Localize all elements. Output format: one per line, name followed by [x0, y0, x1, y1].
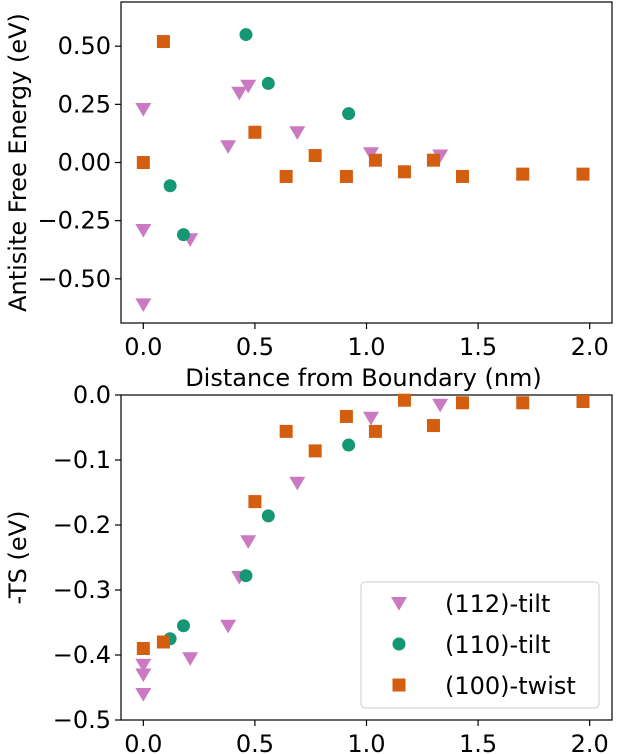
- series-(110)-tilt: [163, 28, 356, 242]
- data-point: [342, 438, 356, 452]
- data-point: [163, 179, 177, 193]
- x-tick-label: 2.0: [571, 333, 609, 361]
- y-axis-label: -TS (eV): [4, 511, 32, 605]
- legend-label: (112)-tilt: [445, 590, 550, 618]
- data-point: [516, 167, 530, 181]
- data-point: [182, 652, 199, 666]
- data-point: [279, 169, 293, 183]
- x-tick-label: 0.5: [236, 333, 274, 361]
- data-point: [432, 149, 449, 164]
- chart-panel-2: 0.0 0.5 1.0 1.5 2.0 0.0 −0.1 −0.2 −0.3 −0.4 −0.5 -T…: [4, 381, 613, 754]
- data-point: [135, 658, 152, 673]
- series-(110)-tilt: [163, 438, 356, 646]
- y-tick-label: −0.3: [53, 576, 111, 604]
- y-tick-label: −0.50: [37, 265, 111, 293]
- x-tick-label: 0.5: [236, 730, 274, 754]
- data-point: [516, 396, 530, 410]
- x-tick-label: 1.5: [459, 333, 497, 361]
- data-point: [289, 126, 306, 140]
- y-axis-label: Antisite Free Energy (eV): [4, 13, 32, 312]
- data-point: [397, 393, 411, 407]
- data-point: [135, 298, 152, 312]
- legend-marker: [392, 678, 406, 692]
- data-point: [397, 165, 411, 179]
- data-point: [135, 103, 152, 117]
- x-axis-label: Distance from Boundary (nm): [185, 364, 542, 392]
- data-point: [339, 169, 353, 183]
- data-point: [176, 228, 190, 242]
- legend: (112)-tilt (110)-tilt (100)-twist: [360, 581, 600, 709]
- series-(112)-tilt: [135, 79, 449, 312]
- data-point: [426, 419, 440, 433]
- data-point: [368, 424, 382, 438]
- data-point: [248, 125, 262, 139]
- y-tick-label: −0.2: [53, 511, 111, 539]
- data-point: [308, 444, 322, 458]
- chart-panel-1: 0.0 0.5 1.0 1.5 2.0 0.50 0.25 0.00 −0.25 −0.50Ant…: [4, 1, 613, 392]
- data-point: [135, 668, 152, 683]
- data-point: [176, 619, 190, 633]
- y-tick-label: −0.5: [53, 706, 111, 734]
- x-tick-label: 1.0: [347, 333, 385, 361]
- data-point: [342, 107, 356, 121]
- series-(100)-twist: [136, 393, 590, 655]
- y-tick-label: 0.00: [58, 149, 111, 177]
- series-(112)-tilt: [135, 398, 449, 702]
- data-point: [261, 76, 275, 90]
- legend-label: (110)-tilt: [445, 631, 550, 659]
- data-point: [432, 398, 449, 413]
- x-tick-label: 1.0: [347, 730, 385, 754]
- data-point: [576, 167, 590, 181]
- legend-marker: [392, 637, 406, 651]
- data-point: [239, 28, 253, 42]
- data-point: [220, 140, 237, 154]
- data-point: [279, 424, 293, 438]
- data-point: [240, 79, 257, 94]
- data-point: [339, 409, 353, 423]
- data-point: [362, 411, 379, 426]
- data-point: [368, 153, 382, 167]
- series-(100)-twist: [136, 35, 590, 183]
- data-point: [231, 86, 248, 101]
- data-point: [426, 153, 440, 167]
- data-point: [156, 35, 170, 49]
- y-tick-label: 0.50: [58, 32, 111, 60]
- data-point: [308, 149, 322, 163]
- data-point: [136, 642, 150, 655]
- y-tick-label: 0.0: [73, 381, 111, 409]
- data-point: [248, 495, 262, 509]
- x-tick-label: 0.0: [124, 333, 162, 361]
- x-tick-label: 2.0: [571, 730, 609, 754]
- y-tick-label: −0.4: [53, 641, 111, 669]
- legend-marker: [391, 597, 407, 611]
- data-point: [289, 476, 306, 491]
- data-point: [156, 635, 170, 649]
- data-point: [135, 223, 152, 238]
- y-tick-label: −0.1: [53, 446, 111, 474]
- legend-box: [360, 581, 600, 709]
- data-point: [261, 509, 275, 523]
- x-tick-label: 1.5: [459, 730, 497, 754]
- data-point: [455, 396, 469, 410]
- legend-label: (100)-twist: [445, 672, 576, 700]
- x-tick-label: 0.0: [124, 730, 162, 754]
- data-point: [240, 535, 257, 549]
- data-point: [220, 619, 237, 634]
- plot-frame: [120, 1, 613, 324]
- data-point: [239, 569, 253, 583]
- data-point: [135, 688, 152, 702]
- y-tick-label: 0.25: [58, 90, 111, 118]
- data-point: [455, 169, 469, 183]
- data-point: [576, 395, 590, 408]
- data-point: [136, 156, 150, 169]
- y-tick-label: −0.25: [37, 207, 111, 235]
